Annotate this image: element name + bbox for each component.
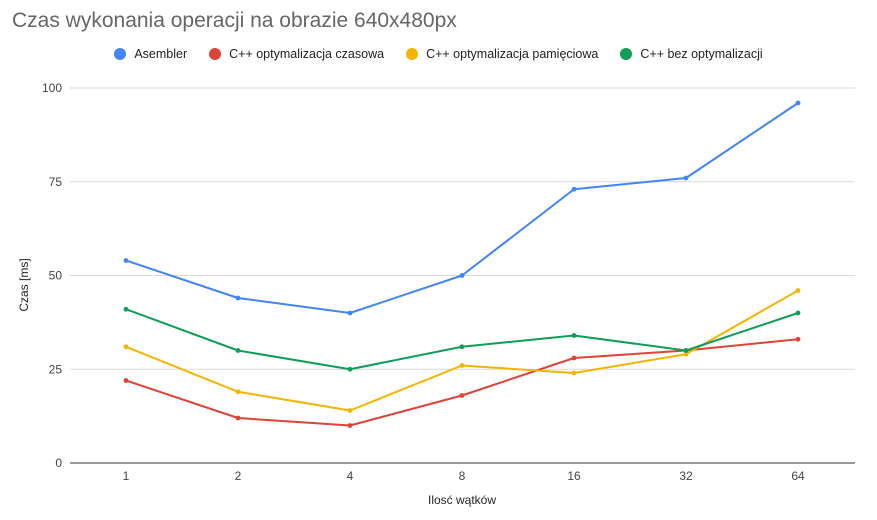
series-cpp-optymalizacja-czasowa — [123, 336, 801, 428]
legend-label-asembler: Asembler — [134, 47, 188, 61]
chart-title: Czas wykonania operacji na obrazie 640x4… — [12, 9, 457, 32]
data-point-cpp-optymalizacja-czasowa-64[interactable] — [795, 336, 801, 342]
x-tick-label-16: 16 — [567, 469, 581, 483]
data-point-asembler-1[interactable] — [123, 258, 129, 263]
x-axis-label: Ilosć wątków — [427, 493, 497, 507]
data-point-cpp-optymalizacja-pamieciowa-8[interactable] — [459, 363, 465, 368]
series-line-cpp-bez-optymalizacji — [125, 308, 799, 371]
x-tick-label-1: 1 — [123, 469, 130, 483]
x-tick-label-2: 2 — [235, 469, 242, 483]
data-point-cpp-optymalizacja-pamieciowa-64[interactable] — [795, 288, 801, 293]
series-cpp-optymalizacja-pamieciowa — [123, 288, 801, 413]
data-point-asembler-64[interactable] — [795, 100, 801, 106]
series-cpp-bez-optymalizacji — [123, 306, 801, 372]
series-lines — [123, 100, 801, 428]
data-point-cpp-optymalizacja-pamieciowa-32[interactable] — [683, 351, 689, 357]
data-point-cpp-optymalizacja-czasowa-16[interactable] — [571, 355, 577, 361]
legend-item-cpp-optymalizacja-pamieciowa[interactable]: C++ optymalizacja pamięciowa — [406, 47, 598, 61]
y-tick-label-75: 75 — [49, 175, 63, 189]
data-point-cpp-optymalizacja-pamieciowa-2[interactable] — [235, 389, 241, 395]
legend: Asembler C++ optymalizacja czasowa C++ o… — [0, 47, 877, 61]
data-point-cpp-bez-optymalizacji-8[interactable] — [459, 344, 465, 350]
legend-label-cpp-optymalizacja-czasowa: C++ optymalizacja czasowa — [229, 47, 385, 61]
y-tick-label-0: 0 — [55, 456, 62, 470]
series-asembler — [123, 100, 801, 316]
data-point-cpp-bez-optymalizacji-32[interactable] — [683, 348, 689, 353]
data-point-cpp-bez-optymalizacji-2[interactable] — [235, 348, 241, 353]
y-tick-label-100: 100 — [42, 81, 62, 95]
data-point-cpp-bez-optymalizacji-4[interactable] — [347, 366, 353, 372]
data-point-cpp-optymalizacja-pamieciowa-4[interactable] — [347, 408, 353, 413]
data-point-asembler-4[interactable] — [347, 310, 353, 316]
legend-item-asembler[interactable]: Asembler — [114, 47, 187, 61]
y-tick-label-25: 25 — [49, 362, 63, 376]
data-point-asembler-2[interactable] — [235, 295, 241, 301]
x-tick-label-64: 64 — [791, 469, 805, 483]
data-point-cpp-bez-optymalizacji-64[interactable] — [795, 310, 801, 316]
y-tick-label-50: 50 — [49, 269, 63, 283]
legend-marker-cpp-bez-optymalizacji — [620, 48, 633, 60]
y-axis-ticks: 0 25 50 75 100 — [42, 81, 62, 470]
x-tick-label-32: 32 — [679, 469, 693, 483]
legend-label-cpp-bez-optymalizacji: C++ bez optymalizacji — [640, 47, 763, 61]
legend-marker-cpp-optymalizacja-pamieciowa — [406, 48, 419, 60]
series-line-asembler — [125, 102, 799, 314]
legend-marker-asembler — [114, 48, 127, 60]
data-point-cpp-bez-optymalizacji-16[interactable] — [571, 333, 577, 338]
data-point-asembler-16[interactable] — [571, 186, 577, 192]
data-point-cpp-optymalizacja-czasowa-1[interactable] — [123, 378, 129, 383]
legend-item-cpp-bez-optymalizacji[interactable]: C++ bez optymalizacji — [620, 47, 763, 61]
data-point-cpp-optymalizacja-czasowa-4[interactable] — [347, 423, 353, 428]
series-line-cpp-optymalizacja-czasowa — [125, 338, 799, 427]
legend-label-cpp-optymalizacja-pamieciowa: C++ optymalizacja pamięciowa — [426, 47, 599, 61]
data-point-cpp-optymalizacja-pamieciowa-16[interactable] — [571, 370, 577, 376]
y-axis-label: Czas [ms] — [17, 258, 31, 312]
data-point-cpp-bez-optymalizacji-1[interactable] — [123, 306, 129, 312]
data-point-cpp-optymalizacja-czasowa-2[interactable] — [235, 415, 241, 421]
x-axis-ticks: 1 2 4 8 16 32 64 — [123, 469, 805, 483]
x-tick-label-8: 8 — [459, 469, 466, 483]
legend-item-cpp-optymalizacja-czasowa[interactable]: C++ optymalizacja czasowa — [209, 47, 384, 61]
x-tick-label-4: 4 — [347, 469, 354, 483]
data-point-cpp-optymalizacja-czasowa-8[interactable] — [459, 393, 465, 398]
data-point-asembler-32[interactable] — [683, 175, 689, 181]
legend-marker-cpp-optymalizacja-czasowa — [209, 48, 222, 60]
data-point-cpp-optymalizacja-pamieciowa-1[interactable] — [123, 344, 129, 350]
series-line-cpp-optymalizacja-pamieciowa — [125, 289, 799, 412]
data-point-asembler-8[interactable] — [459, 273, 465, 278]
